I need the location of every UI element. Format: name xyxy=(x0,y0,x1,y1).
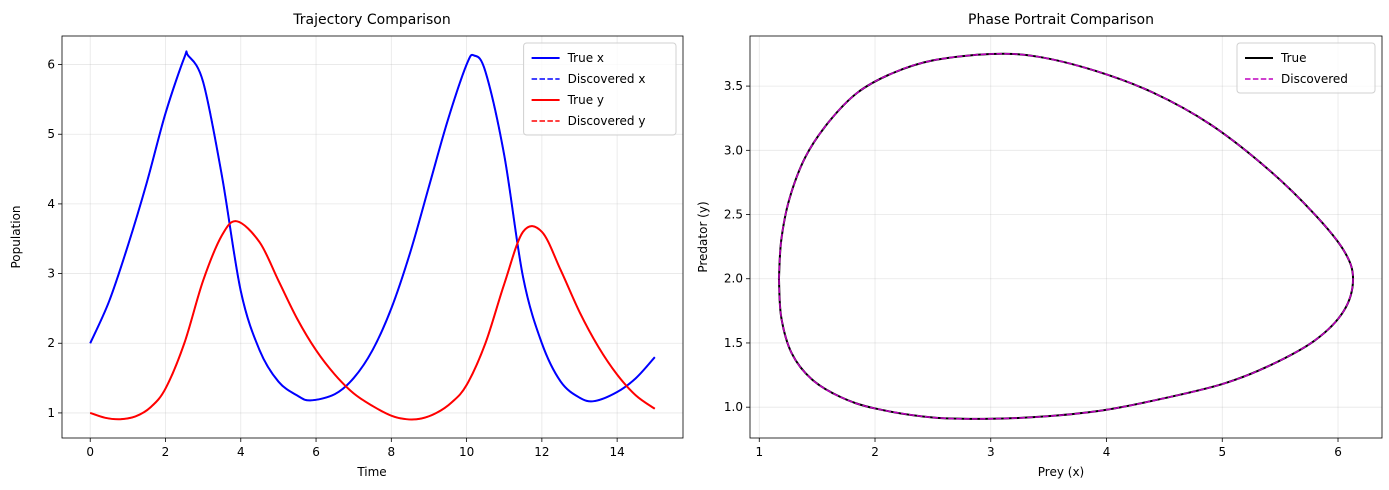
legend-label: Discovered y xyxy=(568,114,646,128)
legend-label: True xyxy=(1280,51,1307,65)
legend-label: True y xyxy=(567,93,604,107)
phase-portrait-chart: Phase Portrait Comparison Prey (x) Preda… xyxy=(696,12,1383,479)
plot-frame xyxy=(61,35,684,439)
y-tick-label: 1.5 xyxy=(724,336,743,350)
series-line-discovered-y xyxy=(89,220,656,421)
y-tick-label: 3 xyxy=(47,267,55,281)
series-line-discovered xyxy=(778,52,1354,420)
x-tick-label: 6 xyxy=(312,445,320,459)
x-tick-label: 8 xyxy=(387,445,395,459)
x-tick-label: 5 xyxy=(1218,445,1226,459)
x-tick-label: 4 xyxy=(237,445,245,459)
x-tick-label: 4 xyxy=(1103,445,1111,459)
x-tick-label: 0 xyxy=(86,445,94,459)
y-tick-label: 1.0 xyxy=(724,400,743,414)
y-axis-label: Population xyxy=(9,205,23,268)
x-tick-label: 6 xyxy=(1334,445,1342,459)
x-tick-label: 2 xyxy=(162,445,170,459)
chart-title: Phase Portrait Comparison xyxy=(968,12,1154,28)
series-line-true-y xyxy=(89,220,656,421)
x-tick-label: 14 xyxy=(609,445,624,459)
legend: True x Discovered x True y Discovered y xyxy=(523,42,677,136)
legend-box xyxy=(1236,42,1376,94)
y-tick-label: 1 xyxy=(47,406,55,420)
y-tick-label: 3.5 xyxy=(724,79,743,93)
chart-title: Trajectory Comparison xyxy=(292,12,450,28)
trajectory-chart: Trajectory Comparison Time Population 0 2… xyxy=(9,12,684,479)
series-group xyxy=(89,50,656,421)
x-tick-label: 1 xyxy=(755,445,763,459)
series-line-discovered-x xyxy=(89,50,656,403)
x-axis-label: Prey (x) xyxy=(1038,465,1084,479)
legend-label: True x xyxy=(567,51,604,65)
y-tick-label: 2.0 xyxy=(724,272,743,286)
y-tick-label: 4 xyxy=(47,197,55,211)
x-tick-label: 2 xyxy=(871,445,879,459)
y-axis-label: Predator (y) xyxy=(696,201,710,272)
legend-label: Discovered xyxy=(1281,72,1348,86)
y-tick-label: 2 xyxy=(47,336,55,350)
grid xyxy=(750,36,1382,438)
series-group xyxy=(777,52,1355,420)
y-tick-label: 6 xyxy=(47,58,55,72)
x-axis-label: Time xyxy=(356,465,386,479)
y-tick-label: 3.0 xyxy=(724,143,743,157)
series-line-true xyxy=(777,52,1355,420)
plot-frame xyxy=(749,35,1383,439)
x-tick-label: 10 xyxy=(459,445,474,459)
x-tick-label: 12 xyxy=(534,445,549,459)
legend-box xyxy=(523,42,677,136)
legend: True Discovered xyxy=(1236,42,1376,94)
x-tick-label: 3 xyxy=(987,445,995,459)
y-tick-label: 2.5 xyxy=(724,208,743,222)
legend-label: Discovered x xyxy=(568,72,646,86)
y-tick-label: 5 xyxy=(47,127,55,141)
